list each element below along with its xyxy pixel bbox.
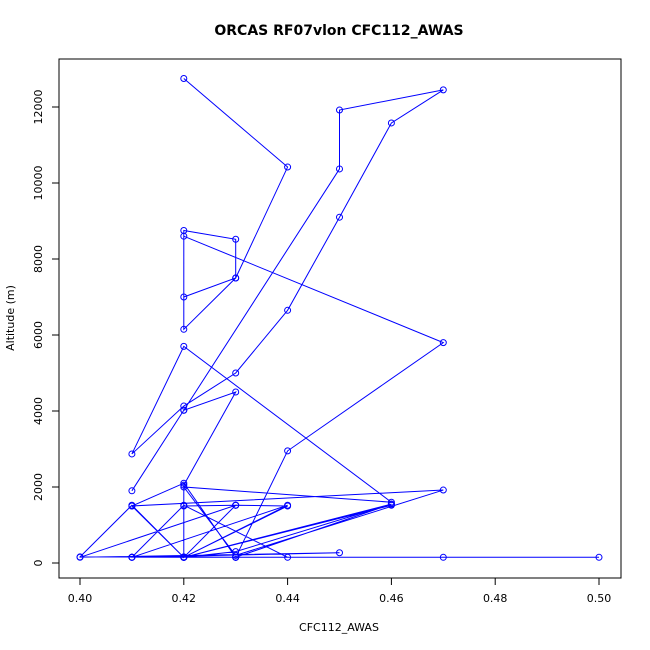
- data-point: [76, 553, 84, 561]
- y-tick-label: 8000: [32, 245, 45, 273]
- data-point: [180, 553, 188, 561]
- data-point: [284, 447, 292, 455]
- data-point: [128, 450, 136, 458]
- data-point: [128, 501, 136, 509]
- data-point: [232, 274, 240, 282]
- data-point: [336, 165, 343, 173]
- data-point: [284, 306, 292, 314]
- x-tick-label: 0.40: [68, 592, 93, 605]
- data-point: [232, 501, 240, 509]
- x-tick-label: 0.42: [172, 592, 197, 605]
- data-point: [180, 402, 188, 410]
- data-point: [439, 86, 447, 94]
- y-tick-label: 10000: [32, 166, 45, 201]
- data-point: [180, 483, 188, 491]
- y-axis: 0 2000 4000 6000 8000 10000 12000: [32, 90, 60, 567]
- y-axis-label: Altitude (m): [4, 285, 17, 351]
- data-point: [128, 487, 136, 495]
- data-point: [180, 406, 188, 414]
- series-layer: [76, 75, 603, 561]
- y-tick-label: 4000: [32, 397, 45, 425]
- data-point: [128, 553, 136, 561]
- data-point: [180, 75, 188, 82]
- data-point: [180, 479, 188, 487]
- series-line: [78, 78, 599, 559]
- y-tick-label: 0: [32, 560, 45, 567]
- data-point: [387, 501, 395, 509]
- data-point: [284, 163, 292, 171]
- chart-title: ORCAS RF07vlon CFC112_AWAS: [214, 23, 463, 39]
- data-point: [180, 342, 188, 350]
- y-tick-label: 6000: [32, 321, 45, 349]
- x-tick-label: 0.50: [587, 592, 612, 605]
- y-tick-label: 2000: [32, 473, 45, 501]
- data-point: [595, 553, 603, 561]
- x-tick-label: 0.46: [379, 592, 404, 605]
- data-point: [284, 553, 292, 561]
- data-point: [180, 481, 188, 489]
- data-point: [180, 293, 188, 301]
- data-point: [180, 232, 188, 240]
- data-point: [439, 553, 447, 561]
- data-point: [232, 369, 240, 377]
- y-tick-label: 12000: [32, 90, 45, 125]
- data-point: [180, 501, 188, 509]
- data-point: [284, 501, 292, 509]
- x-axis: 0.40 0.42 0.44 0.46 0.48 0.50: [68, 577, 612, 605]
- data-point: [232, 388, 240, 396]
- data-point: [439, 486, 447, 494]
- data-point: [232, 235, 240, 243]
- data-point: [180, 325, 188, 333]
- x-tick-label: 0.44: [275, 592, 300, 605]
- x-tick-label: 0.48: [483, 592, 508, 605]
- data-point: [336, 213, 343, 221]
- x-axis-label: CFC112_AWAS: [299, 621, 379, 634]
- data-point: [336, 549, 343, 557]
- data-point: [232, 553, 240, 561]
- data-point: [387, 119, 395, 127]
- data-point: [232, 551, 240, 559]
- data-point: [336, 106, 343, 114]
- data-point: [439, 339, 447, 347]
- data-point: [387, 498, 395, 506]
